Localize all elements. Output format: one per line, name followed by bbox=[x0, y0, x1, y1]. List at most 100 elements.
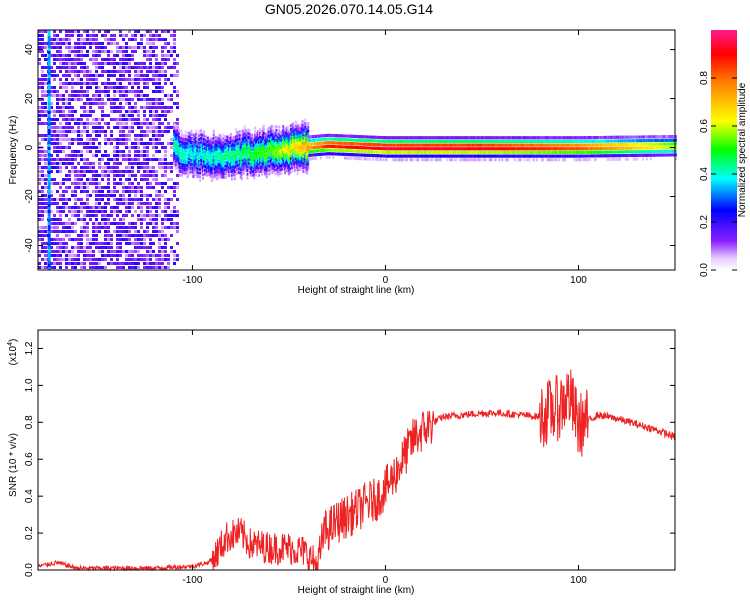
spectrogram-cell bbox=[158, 98, 161, 101]
spectrogram-cell bbox=[125, 118, 128, 121]
spectrogram-cell bbox=[134, 198, 137, 201]
spectrogram-cell bbox=[152, 74, 155, 77]
spectrogram-cell bbox=[167, 262, 170, 265]
spectrogram-cell bbox=[270, 132, 273, 136]
spectrogram-cell bbox=[86, 110, 89, 113]
spectrogram-cell bbox=[140, 178, 143, 181]
spectrogram-cell bbox=[98, 198, 101, 201]
spectrogram-cell bbox=[164, 54, 167, 57]
spectrogram-cell bbox=[62, 162, 65, 165]
spectrogram-cell bbox=[152, 170, 155, 173]
spectrogram-cell bbox=[38, 114, 41, 117]
spectrogram-cell bbox=[203, 134, 206, 138]
spectrogram-cell bbox=[113, 206, 116, 209]
spectrogram-cell bbox=[83, 190, 86, 193]
spectrogram-cell bbox=[113, 94, 116, 97]
spectrogram-cell bbox=[83, 202, 86, 205]
spectrogram-cell bbox=[167, 266, 170, 269]
spectrogram-cell bbox=[233, 166, 236, 170]
spectrogram-cell bbox=[143, 54, 146, 57]
spectrogram-cell bbox=[101, 246, 104, 249]
spectrogram-cell bbox=[71, 190, 74, 193]
spectrogram-cell bbox=[158, 250, 161, 253]
spectrogram-cell bbox=[110, 102, 113, 105]
spectrogram-cell bbox=[152, 178, 155, 181]
spectrogram-cell bbox=[137, 78, 140, 81]
spectrogram-cell bbox=[119, 118, 122, 121]
spectrogram-cell bbox=[131, 162, 134, 165]
spectrogram-cell bbox=[149, 38, 152, 41]
spectrogram-cell bbox=[50, 42, 53, 45]
spectrogram-cell bbox=[164, 190, 167, 193]
spectrogram-cell bbox=[155, 218, 158, 221]
spectrogram-cell bbox=[221, 146, 224, 150]
spectrogram-cell bbox=[62, 118, 65, 121]
spectrogram-cell bbox=[98, 266, 101, 269]
spectrogram-cell bbox=[269, 134, 272, 138]
spectrogram-cell bbox=[287, 157, 290, 161]
spectrogram-cell bbox=[176, 242, 179, 245]
spectrogram-cell bbox=[152, 198, 155, 201]
spectrogram-cell bbox=[176, 146, 179, 149]
spectrogram-cell bbox=[170, 214, 173, 217]
spectrogram-cell bbox=[56, 54, 59, 57]
spectrogram-cell bbox=[101, 130, 104, 133]
spectrogram-cell bbox=[128, 194, 131, 197]
spectrogram-cell bbox=[80, 34, 83, 37]
spectrogram-cell bbox=[164, 198, 167, 201]
spectrogram-cell bbox=[50, 266, 53, 269]
spectrogram-cell bbox=[155, 182, 158, 185]
spectrogram-cell bbox=[95, 266, 98, 269]
spectrogram-cell bbox=[44, 258, 47, 261]
spectrogram-cell bbox=[44, 246, 47, 249]
spectrogram-cell bbox=[125, 186, 128, 189]
spectrogram-cell bbox=[47, 258, 51, 261]
spectrogram-cell bbox=[44, 230, 47, 233]
spectrogram-cell bbox=[122, 50, 125, 53]
spectrogram-cell bbox=[47, 30, 51, 33]
spectrogram-cell bbox=[47, 189, 51, 192]
spectrogram-cell bbox=[83, 30, 86, 33]
spectrogram-cell bbox=[125, 226, 128, 229]
spectrogram-cell bbox=[80, 118, 83, 121]
spectrogram-cell bbox=[110, 42, 113, 45]
spectrogram-cell bbox=[41, 82, 44, 85]
spectrogram-cell bbox=[309, 157, 312, 161]
spectrogram-cell bbox=[167, 226, 170, 229]
spectrogram-cell bbox=[180, 129, 183, 133]
spectrogram-cell bbox=[71, 158, 74, 161]
spectrogram-cell bbox=[38, 110, 41, 113]
spectrogram-cell bbox=[38, 122, 41, 125]
spectrogram-cell bbox=[149, 266, 152, 269]
spectrogram-cell bbox=[149, 218, 152, 221]
spectrogram-cell bbox=[41, 30, 44, 33]
spectrogram-cell bbox=[134, 146, 137, 149]
spectrogram-cell bbox=[155, 138, 158, 141]
spectrogram-cell bbox=[122, 202, 125, 205]
spectrogram-cell bbox=[119, 238, 122, 241]
spectrogram-cell bbox=[68, 222, 71, 225]
spectrogram-cell bbox=[149, 158, 152, 161]
spectrogram-cell bbox=[47, 180, 51, 183]
spectrogram-cell bbox=[170, 154, 173, 157]
spectrogram-cell bbox=[270, 147, 273, 151]
spectrogram-cell bbox=[113, 230, 116, 233]
spectrogram-cell bbox=[101, 114, 104, 117]
spectrogram-cell bbox=[110, 98, 113, 101]
spectrogram-cell bbox=[131, 258, 134, 261]
spectrogram-cell bbox=[167, 130, 170, 133]
spectrogram-cell bbox=[116, 258, 119, 261]
spectrogram-cell bbox=[50, 94, 53, 97]
spectrogram-cell bbox=[128, 66, 131, 69]
spectrogram-cell bbox=[152, 70, 155, 73]
spectrogram-cell bbox=[59, 54, 62, 57]
spectrogram-cell bbox=[122, 154, 125, 157]
spectrogram-cell bbox=[122, 142, 125, 145]
spectrogram-cell bbox=[256, 135, 259, 139]
spectrogram-cell bbox=[146, 146, 149, 149]
spectrogram-cell bbox=[65, 242, 68, 245]
spectrogram-cell bbox=[44, 182, 47, 185]
spectrogram-cell bbox=[164, 158, 167, 161]
spectrogram-cell bbox=[134, 266, 137, 269]
spectrogram-cell bbox=[92, 262, 95, 265]
